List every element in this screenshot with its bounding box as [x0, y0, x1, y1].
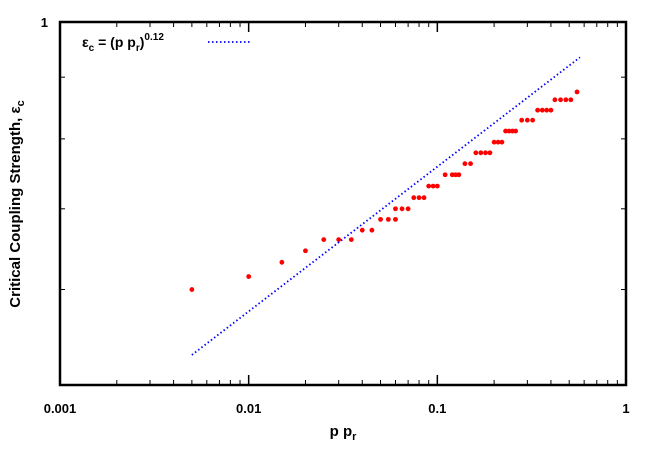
- data-point: [524, 117, 530, 123]
- data-point: [456, 172, 462, 178]
- data-point: [378, 216, 383, 222]
- y-axis-title: Critical Coupling Strength, εc: [7, 100, 27, 307]
- legend: εc = (p pr)0.12: [82, 32, 250, 54]
- data-point: [563, 97, 569, 103]
- data-point: [535, 107, 541, 113]
- x-tick-label: 0.01: [236, 401, 261, 416]
- data-point: [393, 206, 398, 212]
- y-tick-label: 1: [41, 15, 48, 30]
- data-point: [421, 195, 427, 201]
- data-point: [336, 237, 342, 243]
- data-point: [405, 206, 411, 212]
- data-point: [552, 97, 558, 103]
- data-point: [544, 107, 550, 113]
- data-point: [348, 237, 354, 243]
- data-point: [478, 150, 484, 156]
- x-tick-label: 0.001: [44, 401, 77, 416]
- data-point: [491, 139, 497, 145]
- data-point: [442, 172, 448, 178]
- data-point: [189, 287, 195, 292]
- data-point: [385, 216, 391, 222]
- tick-group: 0.001 0.01 0.1 1 1: [41, 15, 630, 416]
- data-point: [411, 195, 417, 201]
- legend-label: εc = (p pr)0.12: [82, 32, 164, 54]
- data-point: [513, 128, 519, 134]
- data-point: [483, 150, 488, 156]
- fit-line-group: [191, 56, 581, 356]
- data-point: [393, 216, 398, 222]
- data-point: [473, 150, 479, 156]
- data-point: [303, 248, 308, 254]
- data-point: [487, 150, 493, 156]
- data-point: [519, 117, 525, 123]
- data-point: [574, 89, 580, 95]
- data-point: [506, 128, 512, 134]
- data-point: [462, 161, 468, 167]
- data-point: [548, 107, 554, 113]
- data-point: [503, 128, 508, 134]
- plot-frame: [58, 20, 628, 387]
- data-point: [246, 274, 252, 279]
- data-point: [568, 97, 574, 103]
- data-point: [530, 117, 536, 123]
- data-point: [369, 227, 375, 233]
- data-point: [416, 195, 422, 201]
- data-point: [449, 172, 455, 178]
- data-point: [321, 237, 327, 243]
- chart-marks: [189, 89, 580, 292]
- x-tick-label: 1: [622, 401, 629, 416]
- data-point: [279, 259, 285, 265]
- x-tick-label: 0.1: [428, 401, 446, 416]
- data-point: [359, 227, 365, 233]
- data-point: [434, 183, 440, 189]
- data-point: [399, 206, 405, 212]
- data-point: [426, 183, 432, 189]
- data-point: [468, 161, 473, 167]
- x-axis-title: p pr: [330, 423, 358, 443]
- data-point: [495, 139, 501, 145]
- data-point: [539, 107, 545, 113]
- data-point: [430, 183, 436, 189]
- fit-line: [191, 56, 581, 356]
- data-point: [499, 139, 505, 145]
- data-point: [558, 97, 563, 103]
